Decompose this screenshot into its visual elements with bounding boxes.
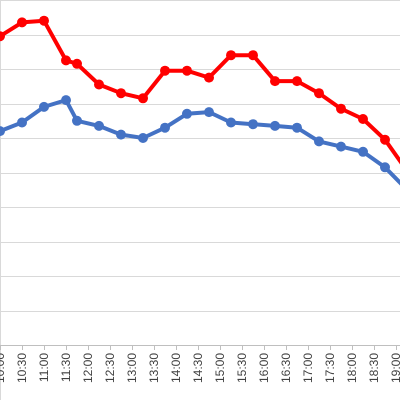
data-point: [336, 103, 346, 114]
data-point: [72, 115, 82, 126]
data-point: [72, 58, 82, 69]
data-point: [270, 120, 280, 131]
data-point: [292, 76, 302, 87]
x-tick-label: 14:00: [169, 353, 183, 383]
data-point: [138, 133, 148, 143]
x-tick-label: 16:30: [279, 353, 293, 383]
data-point: [0, 126, 5, 137]
data-point: [380, 162, 390, 173]
x-tick-label: 18:00: [345, 353, 359, 383]
data-point: [116, 88, 126, 99]
data-point: [61, 55, 71, 66]
data-point: [248, 50, 258, 61]
data-point: [204, 72, 214, 83]
x-tick-label: 13:00: [125, 353, 139, 383]
x-axis: [0, 345, 400, 350]
data-point: [39, 15, 49, 26]
data-point: [138, 93, 148, 104]
series-1: [0, 15, 400, 165]
data-point: [182, 108, 192, 119]
x-tick-label: 19:00: [389, 353, 400, 383]
data-point: [182, 65, 192, 76]
data-point: [270, 76, 280, 87]
x-tick-label: 17:30: [323, 353, 337, 383]
x-tick-label: 13:30: [147, 353, 161, 383]
x-tick-label: 10:30: [15, 353, 29, 383]
x-tick-label: 11:00: [37, 353, 51, 382]
data-point: [336, 141, 346, 152]
x-tick-label: 15:30: [235, 353, 249, 383]
data-point: [116, 129, 126, 140]
series-group: [0, 15, 400, 186]
x-tick-label: 16:00: [257, 353, 271, 383]
data-point: [380, 134, 390, 145]
x-tick-label: 11:30: [59, 353, 73, 382]
data-point: [226, 117, 236, 128]
data-point: [17, 117, 27, 128]
data-point: [358, 114, 368, 124]
data-point: [94, 120, 104, 131]
x-tick-label: 18:30: [367, 353, 381, 383]
data-point: [160, 122, 170, 133]
data-point: [314, 136, 324, 147]
data-point: [160, 65, 170, 76]
x-tick-label: 12:30: [103, 353, 117, 383]
data-point: [358, 146, 368, 157]
data-point: [0, 31, 5, 42]
data-point: [61, 95, 71, 106]
x-tick-labels: 10:00 10:30 11:00 11:30 12:00 12:30 13:00 13:30…: [0, 353, 400, 383]
data-point: [248, 119, 258, 130]
data-point: [204, 107, 214, 118]
data-point: [39, 101, 49, 112]
x-tick-label: 10:00: [0, 353, 7, 383]
data-point: [17, 17, 27, 28]
series-2: [0, 95, 400, 186]
data-point: [226, 50, 236, 61]
x-tick-label: 14:30: [191, 353, 205, 383]
data-point: [94, 79, 104, 90]
data-point: [314, 88, 324, 99]
x-tick-label: 15:00: [213, 353, 227, 383]
data-point: [292, 122, 302, 133]
x-tick-label: 12:00: [81, 353, 95, 383]
x-tick-label: 17:00: [301, 353, 315, 383]
